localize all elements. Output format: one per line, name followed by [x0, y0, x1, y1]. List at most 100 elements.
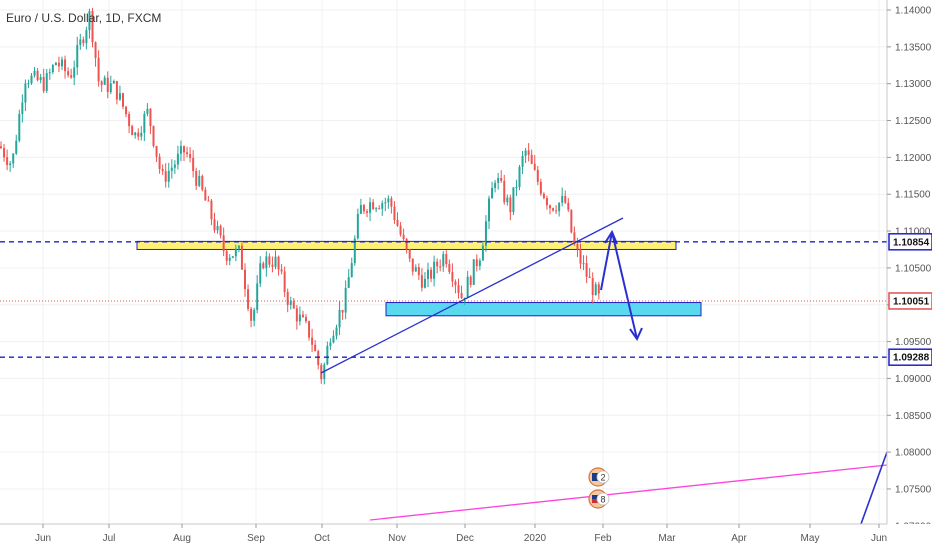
candle — [216, 220, 219, 234]
candle — [192, 150, 195, 178]
candle — [85, 26, 88, 50]
candle — [39, 73, 42, 84]
candle — [359, 198, 362, 214]
candle — [436, 258, 439, 274]
y-axis: 1.14000 1.13500 1.13000 1.12500 1.12000 1.115… — [886, 0, 932, 550]
candle — [420, 268, 423, 292]
candle — [97, 50, 100, 87]
candle — [262, 261, 265, 270]
candle — [329, 338, 332, 350]
candle — [384, 197, 387, 212]
projection-arrow-down — [629, 327, 643, 342]
candle — [390, 196, 393, 214]
candle — [170, 159, 173, 179]
candle — [9, 161, 12, 172]
candle — [289, 296, 292, 310]
candle — [237, 244, 240, 253]
candle — [295, 304, 298, 330]
candle — [335, 324, 338, 340]
candle — [134, 131, 137, 139]
candle — [500, 170, 503, 183]
candle — [387, 195, 390, 209]
candle — [265, 251, 268, 277]
candle — [427, 262, 429, 288]
candle — [405, 238, 408, 254]
candle — [179, 140, 182, 162]
x-tick-label: Aug — [173, 533, 191, 544]
candle — [503, 174, 506, 205]
support-zone — [385, 302, 702, 317]
candle — [362, 203, 365, 215]
candle — [408, 248, 411, 263]
candle — [21, 94, 24, 123]
event-marker-1[interactable]: 2 — [588, 467, 610, 487]
candle — [567, 198, 570, 213]
candle — [27, 79, 30, 89]
candle — [64, 55, 67, 79]
candle — [286, 288, 289, 313]
candle — [518, 164, 521, 191]
y-tick-label: 1.14000 — [895, 6, 932, 17]
candle — [369, 197, 372, 222]
candle — [533, 155, 536, 171]
candle — [530, 149, 533, 165]
candle — [176, 145, 179, 170]
y-tick-label: 1.09500 — [895, 337, 932, 348]
candle — [12, 152, 15, 168]
x-tick-label: Feb — [594, 533, 612, 544]
candle — [454, 279, 457, 294]
candle — [356, 208, 359, 240]
x-tick-label: Jun — [35, 533, 51, 544]
candles — [0, 7, 600, 385]
candle — [564, 190, 567, 205]
candle — [268, 253, 271, 268]
candle — [51, 63, 54, 75]
candle — [0, 141, 2, 150]
candle — [158, 153, 161, 174]
candle — [149, 108, 152, 134]
candle — [491, 181, 494, 199]
candle — [115, 80, 118, 105]
y-tick-label: 1.11000 — [895, 227, 931, 238]
candle — [579, 243, 582, 269]
candle — [347, 268, 350, 289]
candle — [478, 258, 481, 271]
candle — [338, 301, 341, 336]
candle — [323, 362, 326, 385]
candle — [173, 160, 176, 174]
candle — [298, 306, 301, 326]
candle — [469, 275, 472, 288]
candle — [366, 208, 368, 218]
candle — [137, 128, 140, 141]
candle — [494, 179, 497, 193]
candle — [597, 281, 600, 300]
candle — [280, 264, 283, 275]
x-tick-label: Sep — [247, 533, 265, 544]
candle — [506, 194, 509, 206]
svg-text:2: 2 — [600, 473, 605, 483]
candle — [6, 149, 9, 171]
x-tick-label: Oct — [314, 533, 330, 544]
y-tick-label: 1.11500 — [895, 190, 931, 201]
candle — [341, 309, 344, 320]
candle — [350, 257, 353, 278]
candle — [201, 174, 204, 192]
candle — [36, 67, 39, 82]
events[interactable]: 28 — [588, 467, 610, 509]
candle — [24, 79, 27, 112]
candle — [42, 68, 45, 94]
candle — [414, 264, 417, 272]
candle — [122, 92, 124, 110]
event-marker-2[interactable]: 8 — [588, 489, 610, 509]
candle — [70, 68, 73, 79]
candle — [283, 266, 286, 298]
candle — [536, 165, 539, 186]
candle — [48, 68, 51, 80]
candle — [3, 144, 6, 162]
blue-line-right — [860, 451, 888, 525]
candle — [292, 297, 295, 310]
x-tick-label: Mar — [658, 533, 676, 544]
candle — [234, 244, 237, 262]
svg-text:1.10051: 1.10051 — [893, 296, 930, 307]
